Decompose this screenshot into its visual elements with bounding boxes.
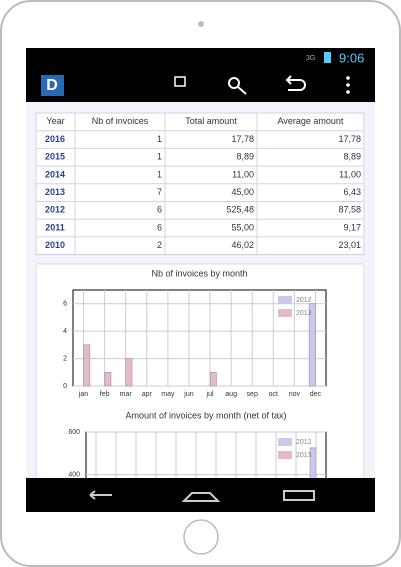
x-tick-label: mar — [120, 391, 133, 398]
undo-icon[interactable] — [285, 75, 306, 91]
x-tick-label: sep — [247, 391, 258, 398]
legend-label: 2013 — [296, 452, 312, 459]
camera — [198, 21, 204, 27]
nav-bar — [26, 478, 375, 512]
legend-label: 2012 — [296, 297, 312, 304]
back-button[interactable] — [89, 490, 112, 500]
legend-label: 2012 — [296, 439, 312, 446]
table-cell: 2 — [157, 240, 162, 250]
table-cell: 7 — [157, 187, 162, 197]
year-link[interactable]: 2010 — [45, 240, 65, 250]
x-tick-label: dec — [310, 391, 322, 398]
y-tick-label: 2 — [63, 355, 67, 362]
x-tick-label: aug — [225, 391, 237, 398]
table-cell: 55,00 — [231, 222, 254, 232]
y-tick-label: 4 — [63, 328, 67, 335]
network: 3G — [306, 55, 315, 62]
legend-swatch — [278, 296, 292, 304]
y-tick-label: 0 — [63, 383, 67, 390]
table-header: Nb of invoices — [92, 116, 149, 126]
chart-title: Nb of invoices by month — [151, 268, 247, 278]
plot-area — [72, 289, 327, 387]
table-header: Year — [46, 116, 64, 126]
table-cell: 87,58 — [338, 205, 361, 215]
y-tick-label: 6 — [63, 301, 67, 308]
table-header: Total amount — [185, 116, 237, 126]
x-tick-label: oct — [269, 391, 278, 398]
table-cell: 45,00 — [231, 187, 254, 197]
legend-swatch — [278, 309, 292, 317]
battery — [324, 52, 331, 63]
bar — [308, 303, 316, 387]
year-link[interactable]: 2016 — [45, 134, 65, 144]
table-cell: 11,00 — [339, 169, 361, 179]
bar — [309, 447, 317, 478]
table-cell: 8,89 — [343, 152, 361, 162]
logo[interactable] — [41, 75, 64, 96]
table-cell: 8,89 — [236, 152, 254, 162]
year-link[interactable]: 2015 — [45, 152, 65, 162]
x-tick-label: jul — [206, 391, 214, 398]
year-link[interactable]: 2013 — [45, 187, 65, 197]
home-button[interactable] — [183, 519, 219, 555]
legend-swatch — [278, 451, 292, 459]
menu-icon[interactable] — [346, 76, 350, 94]
x-tick-label: apr — [142, 391, 153, 398]
x-tick-label: jan — [78, 391, 88, 398]
chart-title: Amount of invoices by month (net of tax) — [125, 410, 286, 420]
clock: 9:06 — [339, 50, 364, 65]
bar — [209, 371, 217, 387]
x-tick-label: may — [161, 391, 175, 398]
search-icon[interactable] — [228, 77, 240, 89]
table-cell: 525,48 — [226, 205, 254, 215]
x-tick-label: nov — [289, 391, 301, 398]
bar — [125, 358, 133, 387]
bar — [83, 344, 91, 387]
home-nav-button[interactable] — [181, 492, 221, 502]
table-cell: 6 — [157, 222, 162, 232]
table-cell: 9,17 — [343, 222, 361, 232]
table-header: Average amount — [278, 116, 344, 126]
content: Year Nb of invoices Total amount Average am… — [35, 112, 365, 479]
table-cell: 17,78 — [338, 134, 361, 144]
table-cell: 46,02 — [231, 240, 254, 250]
table-cell: 1 — [157, 169, 162, 179]
app-bar — [26, 70, 375, 102]
y-tick-label: 600 — [68, 429, 80, 436]
legend-label: 2013 — [296, 310, 312, 317]
status-bar — [26, 48, 375, 70]
legend-swatch — [278, 438, 292, 446]
table-cell: 1 — [157, 134, 162, 144]
table-cell: 6 — [157, 205, 162, 215]
table-cell: 1 — [157, 152, 162, 162]
year-link[interactable]: 2014 — [45, 169, 65, 179]
year-link[interactable]: 2012 — [45, 205, 65, 215]
year-link[interactable]: 2011 — [45, 222, 65, 232]
bar — [104, 371, 112, 387]
filter-icon[interactable] — [174, 76, 186, 87]
table-cell: 23,01 — [338, 240, 361, 250]
table-cell: 17,78 — [231, 134, 254, 144]
search-handle — [237, 86, 247, 95]
x-tick-label: jun — [183, 391, 193, 398]
logo-text: D — [46, 77, 58, 94]
y-tick-label: 400 — [68, 472, 80, 479]
x-tick-label: feb — [100, 391, 110, 398]
recents-button[interactable] — [283, 490, 315, 501]
table-cell: 6,43 — [343, 187, 361, 197]
table-cell: 11,00 — [232, 169, 254, 179]
